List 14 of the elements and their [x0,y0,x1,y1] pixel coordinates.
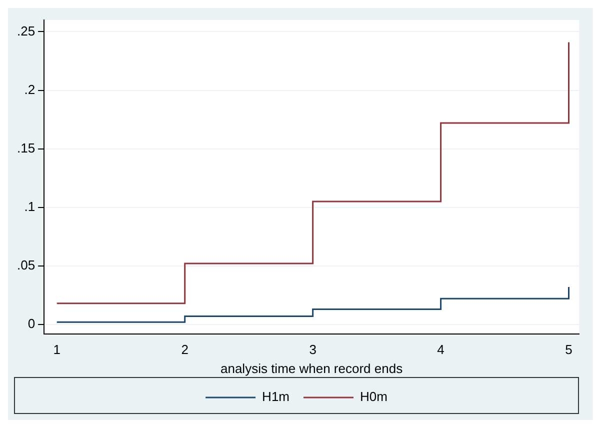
y-tick-label: .2 [24,82,36,97]
y-tick-label: 0 [28,316,36,332]
x-tick-label: 1 [53,342,60,358]
x-tick-label: 3 [309,342,316,358]
y-tick-label: .05 [16,257,36,272]
y-tick-label: .15 [16,140,36,156]
x-axis-title: analysis time when record ends [220,360,404,376]
y-tick-label: .1 [24,198,36,214]
y-tick-label: .25 [16,23,36,38]
x-tick-label: 4 [437,342,444,358]
legend-label: H0m [360,389,388,404]
x-tick-label: 5 [565,342,572,358]
x-tick-label: 2 [181,342,188,358]
legend-label: H1m [262,389,290,404]
